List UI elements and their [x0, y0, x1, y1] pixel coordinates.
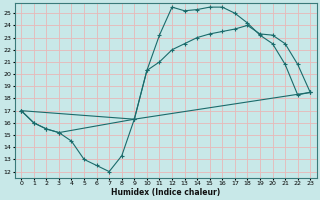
- X-axis label: Humidex (Indice chaleur): Humidex (Indice chaleur): [111, 188, 220, 197]
